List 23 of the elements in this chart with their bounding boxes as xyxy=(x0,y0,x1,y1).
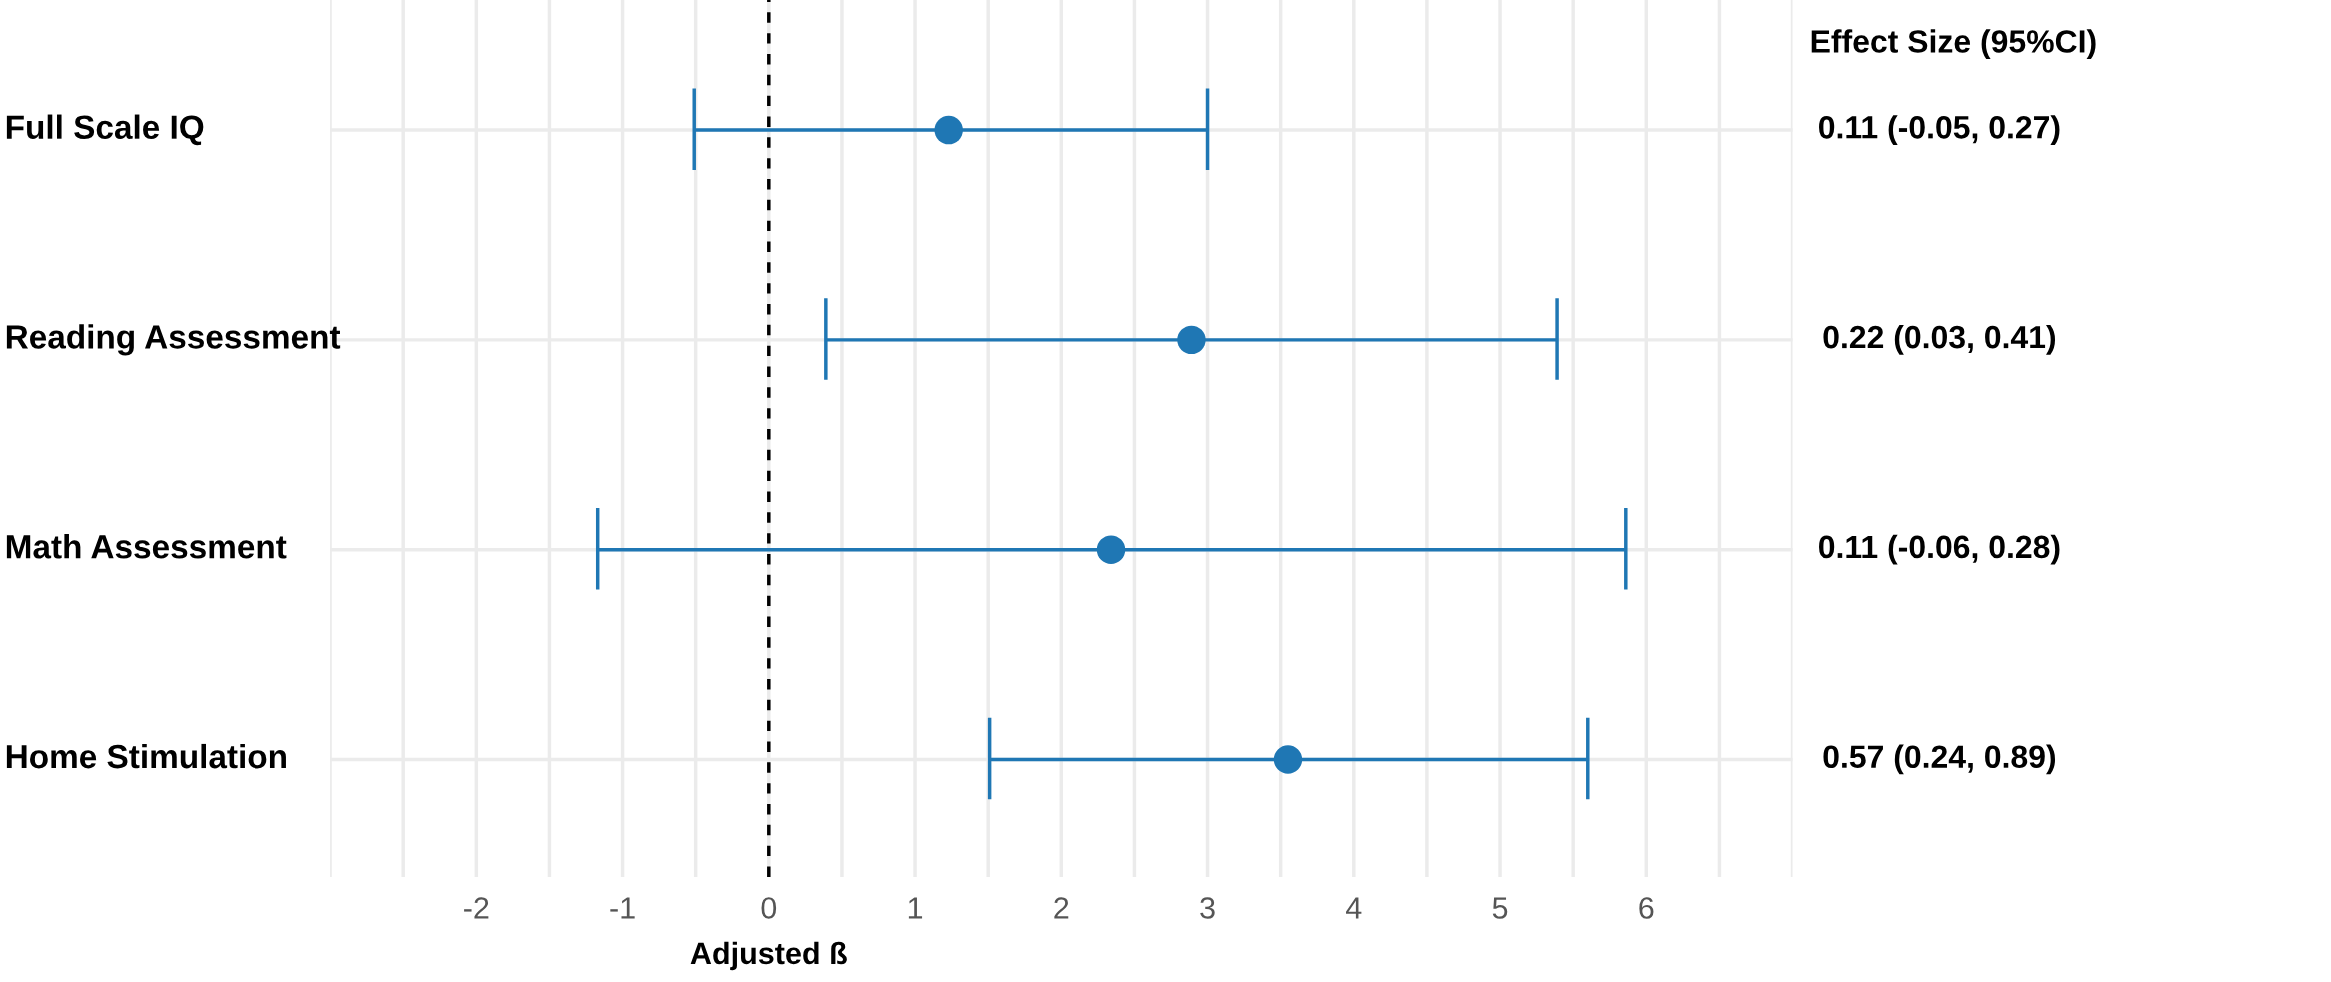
x-tick-label: 6 xyxy=(1639,897,1654,919)
text: 0.11 (-0.05, 0.27) xyxy=(1819,115,2060,145)
x-tick-label: 1 xyxy=(908,897,923,919)
point xyxy=(1273,745,1303,774)
y-tick-label: Math Assessment xyxy=(6,534,287,559)
text: 0.57 (0.24, 0.89) xyxy=(1823,744,2056,775)
x-tick-label: -2 xyxy=(464,897,489,919)
x-tick-label: 5 xyxy=(1492,897,1508,919)
text: Effect Size (95%CI) xyxy=(1811,29,2096,60)
x-tick-label: -1 xyxy=(610,897,635,919)
x-axis-title: Adjusted ß xyxy=(690,941,847,971)
x-tick-label: 3 xyxy=(1200,897,1215,919)
x-tick-label: 4 xyxy=(1346,897,1362,919)
y-tick-label: Full Scale IQ xyxy=(6,114,204,146)
y-tick-label: Reading Assessment xyxy=(6,324,341,356)
x-tick-label: 0 xyxy=(761,897,777,919)
x-tick-label: 2 xyxy=(1054,897,1069,919)
y-tick-label: Home Stimulation xyxy=(6,743,286,769)
point xyxy=(1177,325,1206,355)
point xyxy=(1096,535,1126,564)
text: 0.11 (-0.06, 0.28) xyxy=(1819,534,2060,565)
point xyxy=(934,115,963,145)
text: 0.22 (0.03, 0.41) xyxy=(1823,324,2056,355)
